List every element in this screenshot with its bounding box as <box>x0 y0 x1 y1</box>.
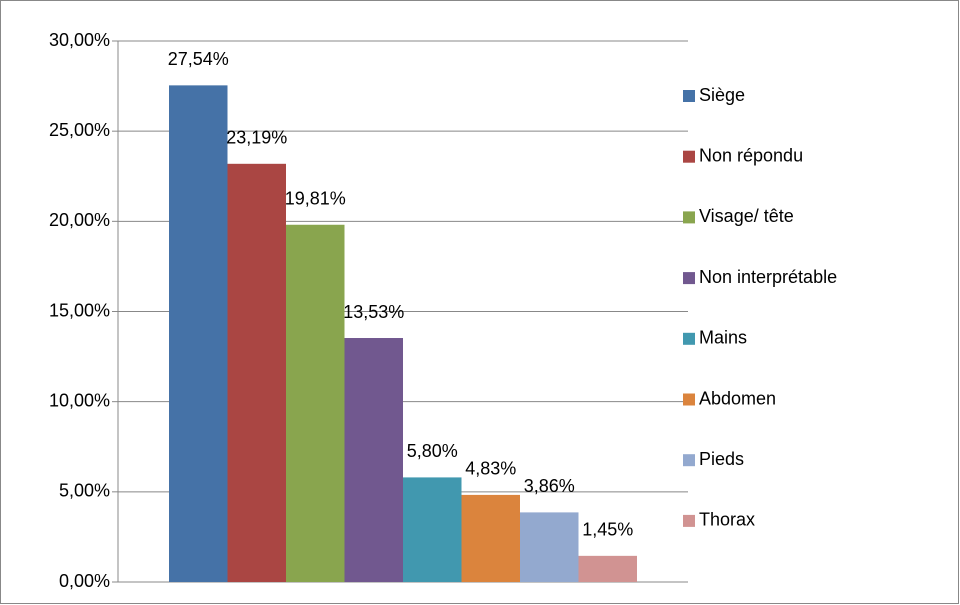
legend-label: Non interprétable <box>699 267 837 287</box>
legend-swatch <box>683 332 695 345</box>
legend-swatch <box>683 514 695 527</box>
bar <box>578 555 637 582</box>
data-label: 23,19% <box>226 128 287 148</box>
legend-label: Thorax <box>699 510 755 530</box>
bar <box>461 494 520 582</box>
legend-swatch <box>683 454 695 467</box>
data-label: 1,45% <box>582 520 633 540</box>
legend-label: Visage/ tête <box>699 206 794 226</box>
y-tick-label: 5,00% <box>59 481 110 501</box>
y-tick-label: 25,00% <box>49 120 110 140</box>
legend-swatch <box>683 150 695 163</box>
bar <box>403 477 462 582</box>
data-label: 27,54% <box>168 49 229 69</box>
legend-label: Mains <box>699 328 747 348</box>
legend-label: Non répondu <box>699 145 803 165</box>
y-tick-label: 0,00% <box>59 571 110 591</box>
y-tick-label: 30,00% <box>49 30 110 50</box>
y-tick-label: 15,00% <box>49 300 110 320</box>
bar <box>344 338 403 582</box>
legend-label: Siège <box>699 85 745 105</box>
y-tick-label: 10,00% <box>49 390 110 410</box>
legend-swatch <box>683 211 695 224</box>
bar <box>286 224 345 582</box>
data-label: 4,83% <box>465 459 516 479</box>
y-tick-label: 20,00% <box>49 210 110 230</box>
data-label: 5,80% <box>407 441 458 461</box>
legend-swatch <box>683 393 695 406</box>
legend-label: Abdomen <box>699 388 776 408</box>
data-label: 13,53% <box>343 302 404 322</box>
legend-swatch <box>683 272 695 285</box>
data-label: 19,81% <box>285 189 346 209</box>
legend-swatch <box>683 90 695 102</box>
bar <box>227 163 286 582</box>
data-label: 3,86% <box>524 476 575 496</box>
legend-label: Pieds <box>699 449 744 469</box>
bar <box>520 512 579 582</box>
bar <box>169 85 228 582</box>
